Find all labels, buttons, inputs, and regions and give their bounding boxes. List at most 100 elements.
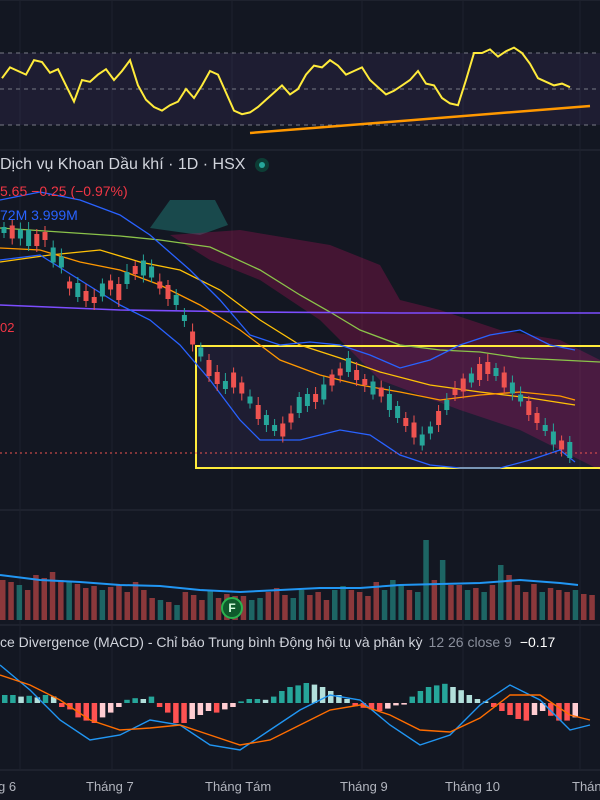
candle-body [526, 401, 532, 415]
macd-histogram-bar [173, 703, 179, 723]
x-tick-label: Tháng 7 [86, 779, 134, 794]
volume-bar [423, 540, 429, 620]
candle-body [272, 425, 278, 431]
macd-histogram-bar [433, 685, 440, 703]
volume-bar [448, 585, 454, 620]
symbol-header[interactable]: Dịch vụ Khoan Dầu khí · 1D · HSX [0, 156, 270, 174]
volume-bar [74, 584, 81, 620]
macd-histogram-bar [466, 695, 473, 703]
volume-bar [398, 585, 404, 620]
macd-histogram-bar [474, 699, 481, 703]
volume-bar [514, 585, 521, 620]
volume-bar [207, 590, 213, 620]
macd-histogram-bar [189, 703, 195, 719]
volume-bar [323, 600, 330, 620]
volume-ma-line [0, 574, 579, 594]
volume-bar [390, 580, 396, 620]
signal-line [0, 674, 591, 746]
candle-body [214, 372, 220, 384]
macd-histogram-bar [344, 699, 350, 703]
volume-bar [273, 588, 280, 620]
volume-bar [0, 580, 6, 620]
candle-body [493, 368, 499, 376]
volume-bar [581, 594, 587, 620]
candle-body [370, 381, 376, 395]
macd-histogram-bar [482, 701, 489, 703]
bollinger-lower [0, 254, 576, 469]
candle-body [67, 281, 73, 289]
volume-bar [132, 582, 139, 620]
candle-body [296, 397, 302, 413]
volume-bar [157, 600, 164, 620]
macd-histogram-bar [295, 685, 301, 703]
macd-line [0, 664, 591, 751]
macd-histogram-bar [556, 703, 562, 721]
volume-bar [332, 590, 338, 620]
candle-body [157, 281, 163, 289]
candle-body [378, 387, 384, 397]
volume-bar [257, 598, 263, 620]
macd-histogram-bar [279, 691, 285, 703]
candle-body [419, 434, 425, 446]
volume-bar [572, 590, 579, 620]
candle-body [26, 230, 32, 246]
macd-histogram-bar [336, 695, 342, 703]
macd-params: 12 26 close 9 [428, 634, 512, 650]
volume-bar [365, 596, 371, 620]
macd-histogram-bar [124, 699, 130, 703]
volume-bar [381, 590, 388, 620]
rsi-line [1, 46, 571, 116]
volume-bar [215, 598, 222, 620]
candle-body [436, 411, 442, 425]
volume-bar [190, 595, 197, 620]
candle-body [231, 372, 237, 388]
financials-event-marker[interactable]: F [221, 597, 243, 619]
volume-bar [481, 592, 487, 620]
candle-body [42, 232, 48, 240]
candle-body [362, 379, 368, 385]
volume-readout: 72M 3.999M [0, 207, 78, 223]
x-tick-label: Tháng 9 [340, 779, 388, 794]
volume-bar [141, 590, 147, 620]
volume-pane [0, 540, 595, 620]
ma-line-short [0, 247, 576, 401]
volume-bar [589, 595, 595, 620]
macd-legend[interactable]: ce Divergence (MACD) - Chỉ báo Trung bìn… [0, 634, 555, 650]
volume-bar [149, 598, 155, 620]
candle-body [460, 378, 466, 392]
candle-body [452, 389, 458, 395]
macd-histogram-bar [116, 703, 122, 707]
volume-bar [49, 572, 56, 620]
volume-bar [547, 588, 554, 620]
candle-body [427, 426, 433, 434]
volume-bar [249, 600, 255, 620]
macd-histogram-bar [303, 683, 310, 703]
candle-body [559, 440, 565, 450]
macd-histogram-bar [132, 698, 138, 703]
volume-bar [556, 590, 562, 620]
macd-histogram-bar [385, 703, 391, 709]
macd-histogram-bar [42, 695, 49, 703]
volume-bar [340, 586, 346, 620]
macd-histogram-bar [10, 695, 16, 703]
macd-histogram-bar [401, 703, 407, 705]
volume-bar [265, 592, 272, 620]
volume-bar [124, 592, 130, 620]
candle-body [485, 362, 491, 374]
volume-bar [66, 582, 72, 620]
volume-bar [99, 590, 106, 620]
candle-body [181, 315, 187, 321]
macd-histogram-bar [2, 695, 8, 703]
candle-body [534, 413, 540, 423]
candle-body [255, 405, 261, 419]
volume-bar [91, 586, 97, 620]
macd-histogram-bar [270, 696, 277, 703]
macd-histogram-bar [499, 703, 505, 711]
volume-bar [174, 605, 180, 620]
ichimoku-cloud-bullish [150, 200, 228, 235]
candle-body [542, 425, 548, 431]
macd-histogram-bar [91, 703, 98, 723]
candle-body [411, 422, 417, 438]
volume-bar [182, 592, 189, 620]
volume-bar [415, 592, 421, 620]
